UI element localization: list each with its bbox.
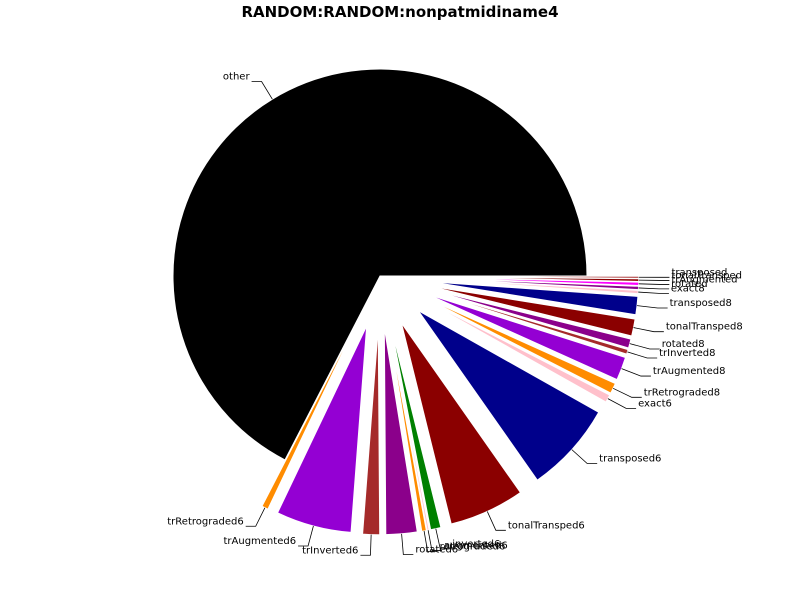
leader-line-rotated-8 bbox=[629, 343, 660, 350]
slice-label-tr-inverted-6: trInverted6 bbox=[302, 545, 358, 556]
pie-slice-tr-inverted-6 bbox=[362, 327, 381, 536]
slice-label-tonal-transped-8: tonalTransped8 bbox=[666, 322, 743, 333]
pie-slice-transposed-6 bbox=[417, 310, 600, 481]
leader-line-retrograded-6 bbox=[423, 530, 438, 552]
pie-slice-tonal-transped-6 bbox=[400, 322, 522, 525]
slice-label-tr-augmented: trAugmented bbox=[671, 274, 737, 285]
leader-line-augmented-6 bbox=[427, 530, 442, 551]
pie-slice-augmented-6 bbox=[389, 326, 430, 531]
slice-label-transposed-6: transposed6 bbox=[599, 454, 661, 465]
slice-label-other: other bbox=[223, 72, 251, 83]
leader-line-tr-inverted-6 bbox=[360, 534, 372, 556]
leader-line-tr-inverted-8 bbox=[627, 351, 658, 359]
pie-slice-rotated-6 bbox=[383, 327, 418, 536]
leader-line-tonal-transped-6 bbox=[486, 511, 506, 531]
slice-label-tr-augmented-8: trAugmented8 bbox=[653, 366, 726, 377]
leader-line-tr-augmented-8 bbox=[621, 368, 651, 377]
slice-label-rotated: rotated bbox=[671, 279, 707, 290]
leader-line-transposed-6 bbox=[571, 449, 598, 464]
leader-line-inverted-6 bbox=[435, 528, 451, 550]
slice-label-exact-6: exact6 bbox=[638, 398, 672, 409]
leader-line-tonal-transped-8 bbox=[633, 327, 664, 333]
slice-label-rotated-8: rotated8 bbox=[662, 339, 705, 350]
leader-line-exact-6 bbox=[607, 398, 637, 409]
leader-line-rotated bbox=[638, 287, 670, 290]
slice-label-augmented-6: augmented6 bbox=[444, 541, 508, 552]
leader-line-other bbox=[251, 81, 273, 100]
leader-line-tr-retrograded-8 bbox=[612, 387, 642, 398]
slice-label-transposed: transposed bbox=[671, 267, 727, 278]
slice-label-transposed-8: transposed8 bbox=[670, 298, 732, 309]
leader-line-tr-retrograded-6 bbox=[245, 507, 266, 527]
leader-line-rotated-6 bbox=[401, 533, 414, 555]
leader-line-exact-8 bbox=[638, 291, 669, 294]
slice-label-tonal-transped: tonalTransped bbox=[671, 270, 742, 281]
pie-slice-tr-augmented bbox=[431, 277, 640, 286]
pie-slice-tr-augmented-8 bbox=[428, 294, 627, 381]
pie-slice-transposed bbox=[431, 275, 640, 279]
slice-label-retrograded-6: retrograded6 bbox=[440, 541, 506, 552]
pie-slice-tr-augmented-6 bbox=[276, 325, 368, 533]
slice-label-rotated-6: rotated6 bbox=[415, 544, 458, 555]
slice-label-tr-augmented-6: trAugmented6 bbox=[223, 536, 296, 547]
slice-label-tonal-transped-6: tonalTransped6 bbox=[508, 520, 585, 531]
leader-line-tr-augmented-6 bbox=[298, 525, 314, 547]
pie-slice-exact-6 bbox=[425, 300, 611, 403]
slice-label-exact-8: exact8 bbox=[671, 283, 705, 294]
pie-slice-exact-8 bbox=[431, 278, 639, 295]
leader-line-transposed-8 bbox=[637, 305, 668, 309]
slice-label-inverted-6: inverted6 bbox=[452, 539, 500, 550]
pie-slice-transposed-8 bbox=[431, 281, 639, 316]
chart-title: RANDOM:RANDOM:nonpatmidiname4 bbox=[241, 3, 559, 21]
slice-label-tr-retrograded-6: trRetrograded6 bbox=[167, 516, 243, 527]
slice-label-tr-retrograded-8: trRetrograded8 bbox=[644, 387, 720, 398]
leader-line-tr-augmented bbox=[638, 283, 670, 285]
slice-label-tr-inverted-8: trInverted8 bbox=[659, 348, 715, 359]
pie-slice-tonal-transped-8 bbox=[430, 285, 636, 337]
